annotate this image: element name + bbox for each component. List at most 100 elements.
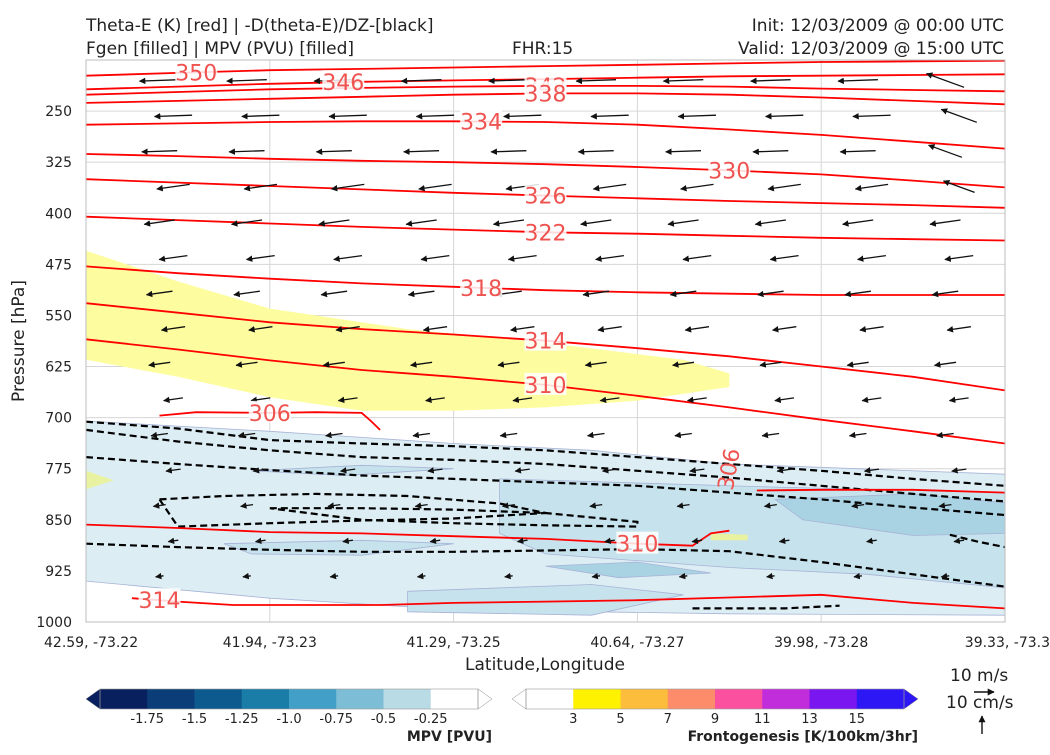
dthetae-dz-contour	[949, 533, 1005, 549]
wind-vector	[866, 537, 877, 545]
dthetae-dz-contour	[269, 507, 639, 528]
colorbar-label: MPV [PVU]	[407, 729, 492, 745]
contour-label-gap	[248, 400, 291, 423]
theta-e-label: 318	[460, 277, 502, 302]
wind-vector	[516, 537, 528, 545]
wind-vector	[160, 326, 186, 333]
x-tick-label: 41.29, -73.25	[407, 635, 501, 651]
wind-vector	[143, 219, 175, 227]
contour-label-gap	[616, 531, 659, 554]
contour-label-gap	[524, 183, 567, 206]
theta-e-label: 330	[708, 159, 750, 184]
wind-vector	[759, 361, 782, 368]
wind-vector	[931, 290, 959, 298]
theta-e-contour	[86, 153, 1005, 189]
wind-vector	[504, 572, 513, 580]
colorbar-segment	[667, 689, 716, 709]
colorbar-tick-label: -1.75	[130, 712, 164, 727]
scale-vertical-label: 10 cm/s	[946, 693, 1014, 713]
colorbar-tick-label: 15	[848, 712, 865, 727]
contour-label-gap	[460, 275, 503, 298]
x-axis-ticks: 42.59, -73.22 41.94, -73.23 41.29, -73.25 4…	[44, 635, 1050, 651]
wind-vector	[665, 148, 702, 155]
wind-vector	[678, 572, 688, 580]
wind-vector	[329, 572, 339, 580]
y-tick-label: 700	[45, 411, 72, 427]
wind-vector	[667, 219, 699, 227]
colorbar-max-arrow	[903, 688, 919, 710]
colorbar-segment	[383, 689, 432, 709]
colorbar-segment	[241, 689, 290, 709]
wind-vector	[252, 467, 268, 474]
wind-vector	[240, 502, 254, 509]
scale-vectors: 10 m/s 10 cm/s	[946, 666, 1014, 734]
wind-vector	[592, 183, 627, 192]
colorbar-tick-label: 7	[664, 712, 672, 727]
plot-frame	[85, 59, 1006, 623]
frontogenesis-fill-region	[86, 470, 114, 490]
theta-e-contour	[86, 523, 730, 547]
wind-vector	[856, 254, 886, 262]
wind-vector	[662, 77, 704, 85]
wind-vector	[844, 290, 871, 298]
wind-vector	[597, 326, 622, 333]
wind-vector	[769, 254, 799, 262]
colorbar-tick-label: -1.25	[225, 712, 259, 727]
wind-vector	[680, 183, 714, 192]
wind-vector	[839, 148, 876, 155]
wind-vector	[243, 183, 278, 192]
wind-vector	[927, 144, 963, 158]
wind-vector	[842, 219, 874, 227]
wind-vector	[763, 502, 777, 509]
dthetae-dz-contour	[692, 604, 840, 610]
wind-vector	[595, 254, 624, 262]
wind-vector	[757, 290, 784, 298]
wind-vector	[510, 326, 535, 333]
wind-vector	[503, 113, 542, 120]
y-tick-label: 400	[45, 206, 72, 222]
wind-vector	[337, 396, 358, 403]
y-tick-label: 250	[45, 104, 72, 120]
x-tick-label: 40.64, -73.27	[590, 635, 684, 651]
colorbar-label: Frontogenesis [K/100km/3hr]	[688, 729, 918, 745]
y-tick-label: 925	[45, 564, 72, 580]
mpv-fill-region	[223, 539, 454, 556]
wind-vector	[948, 396, 969, 403]
wind-vector	[771, 326, 797, 333]
wind-vector	[851, 502, 865, 509]
wind-vector	[691, 537, 703, 545]
wind-vector	[776, 467, 792, 474]
wind-vector	[925, 72, 965, 88]
wind-vector	[226, 77, 267, 85]
wind-vector	[405, 219, 437, 227]
colorbar-min-arrow	[85, 688, 101, 710]
wind-vector	[330, 183, 365, 192]
y-tick-label: 475	[45, 257, 72, 273]
wind-vector	[674, 431, 692, 439]
valid-time: Valid: 12/03/2009 @ 15:00 UTC	[738, 39, 1004, 59]
wind-vector	[767, 183, 801, 192]
title-left-line-2: Fgen [filled] | MPV (PVU) [filled]	[86, 39, 354, 59]
wind-vector	[228, 148, 265, 155]
wind-vector	[750, 77, 791, 85]
wind-vector	[145, 290, 173, 298]
wind-vector	[575, 77, 617, 85]
frontogenesis-colorbar: 3 5 7 9 11 13 15 Frontogenesis [K/100km/3hr]	[511, 688, 919, 745]
wind-vector	[335, 326, 360, 333]
wind-vector	[589, 502, 603, 509]
theta-e-contour	[86, 265, 1005, 296]
frontogenesis-fill-region	[86, 250, 730, 411]
wind-vector	[497, 361, 520, 368]
colorbar-segment	[336, 689, 384, 709]
wind-vector	[599, 396, 620, 403]
x-tick-label: 39.33, -73.3	[965, 635, 1050, 651]
wind-vector	[669, 290, 697, 298]
wind-vector	[412, 431, 430, 439]
contour-label-gap	[524, 328, 567, 351]
wind-vector	[422, 326, 448, 333]
wind-vector	[241, 113, 280, 120]
contour-label-gap	[175, 60, 218, 83]
wind-vector	[425, 396, 445, 403]
wind-vector	[315, 148, 352, 155]
